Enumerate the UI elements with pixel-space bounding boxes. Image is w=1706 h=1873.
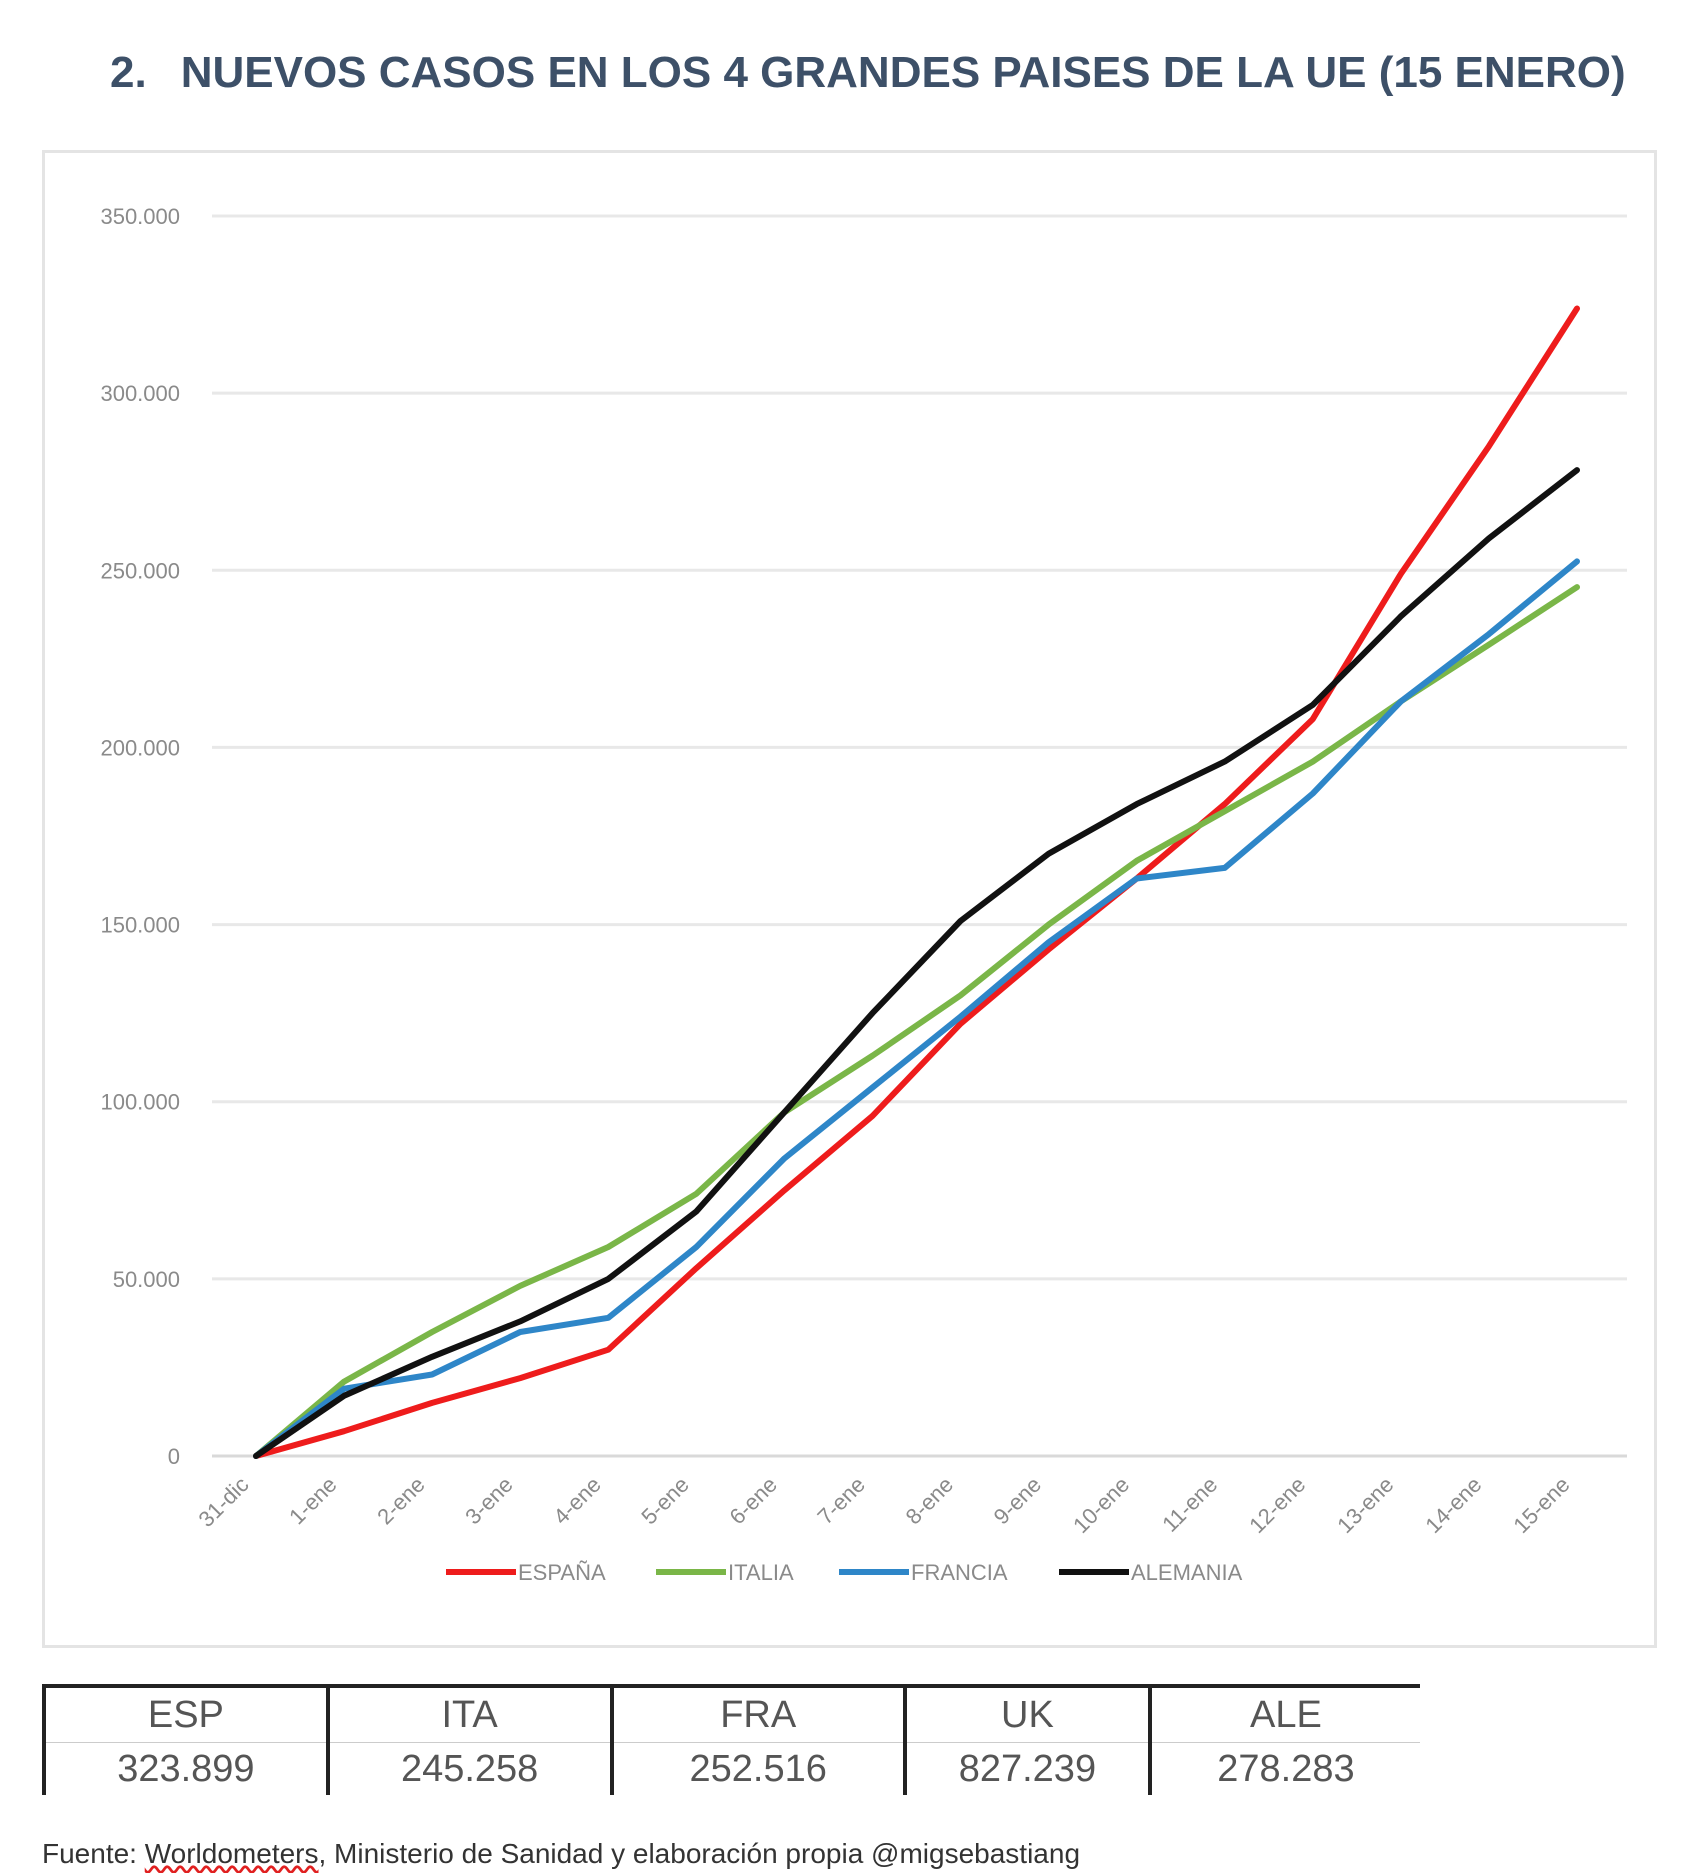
x-tick-label: 13-ene xyxy=(1332,1472,1398,1538)
summary-value-row: 323.899 245.258 252.516 827.239 278.283 xyxy=(42,1742,1420,1795)
x-tick-label: 4-ene xyxy=(548,1472,605,1529)
summary-value-cell: 278.283 xyxy=(1147,1742,1420,1795)
x-tick-label: 6-ene xyxy=(724,1472,781,1529)
title-number: 2. xyxy=(110,48,147,97)
x-tick-label: 31-dic xyxy=(193,1472,253,1532)
x-tick-label: 14-ene xyxy=(1420,1472,1486,1538)
x-tick-label: 5-ene xyxy=(636,1472,693,1529)
summary-value-cell: 827.239 xyxy=(902,1742,1150,1795)
y-tick-label: 50.000 xyxy=(113,1267,180,1292)
series-line-alemania xyxy=(253,467,1580,1459)
gridlines xyxy=(212,214,1627,1458)
summary-header-cell: ALE xyxy=(1147,1684,1420,1743)
y-tick-label: 0 xyxy=(168,1444,180,1469)
summary-header-cell: FRA xyxy=(609,1684,905,1743)
y-axis-ticks: 0 50.000 100.000 150.000 200.000 250.000 300.0… xyxy=(100,204,180,1469)
summary-value-cell: 252.516 xyxy=(609,1742,905,1795)
x-tick-label: 10-ene xyxy=(1068,1472,1134,1538)
summary-header-cell: ITA xyxy=(325,1684,612,1743)
y-tick-label: 300.000 xyxy=(100,381,180,406)
title-text: NUEVOS CASOS EN LOS 4 GRANDES PAISES DE … xyxy=(180,48,1626,97)
series-line-francia xyxy=(253,558,1580,1459)
x-tick-label: 15-ene xyxy=(1508,1472,1574,1538)
y-tick-label: 350.000 xyxy=(100,204,180,229)
summary-header-cell: UK xyxy=(902,1684,1150,1743)
x-tick-label: 7-ene xyxy=(813,1472,870,1529)
chart-title: 2. NUEVOS CASOS EN LOS 4 GRANDES PAISES D… xyxy=(110,48,1670,98)
source-prefix: Fuente: xyxy=(42,1838,145,1869)
line-chart: 0 50.000 100.000 150.000 200.000 250.000 300.0… xyxy=(100,204,1627,1585)
y-tick-label: 200.000 xyxy=(100,735,180,760)
y-tick-label: 150.000 xyxy=(100,913,180,938)
x-tick-label: 9-ene xyxy=(989,1472,1046,1529)
x-tick-label: 2-ene xyxy=(372,1472,429,1529)
x-tick-label: 8-ene xyxy=(901,1472,958,1529)
x-tick-label: 11-ene xyxy=(1157,1472,1222,1537)
series-lines xyxy=(253,305,1580,1459)
legend-label: ALEMANIA xyxy=(1131,1560,1243,1585)
x-axis-ticks: 31-dic 1-ene 2-ene 3-ene 4-ene 5-ene 6-ene 7-en… xyxy=(193,1472,1574,1538)
legend-label: ITALIA xyxy=(728,1560,794,1585)
chart-frame xyxy=(42,150,1657,1648)
y-tick-label: 250.000 xyxy=(100,558,180,583)
source-note: Fuente: Worldometers, Ministerio de Sani… xyxy=(42,1838,1080,1870)
summary-value-cell: 245.258 xyxy=(325,1742,612,1795)
x-tick-label: 12-ene xyxy=(1244,1472,1310,1538)
series-line-españa xyxy=(253,305,1580,1459)
summary-value-cell: 323.899 xyxy=(42,1742,328,1795)
x-tick-label: 3-ene xyxy=(460,1472,517,1529)
legend: ESPAÑA ITALIA FRANCIA ALEMANIA xyxy=(446,1560,1243,1585)
source-worldometers: Worldometers xyxy=(144,1838,319,1869)
legend-label: FRANCIA xyxy=(911,1560,1008,1585)
legend-label: ESPAÑA xyxy=(518,1560,606,1585)
y-tick-label: 100.000 xyxy=(100,1090,180,1115)
summary-header-cell: ESP xyxy=(42,1684,328,1743)
summary-table: ESP ITA FRA UK ALE 323.899 245.258 252.5… xyxy=(42,1684,1420,1795)
source-rest: , Ministerio de Sanidad y elaboración pr… xyxy=(318,1838,1081,1869)
x-tick-label: 1-ene xyxy=(284,1472,341,1529)
series-line-italia xyxy=(253,584,1580,1459)
summary-header-row: ESP ITA FRA UK ALE xyxy=(42,1684,1420,1743)
